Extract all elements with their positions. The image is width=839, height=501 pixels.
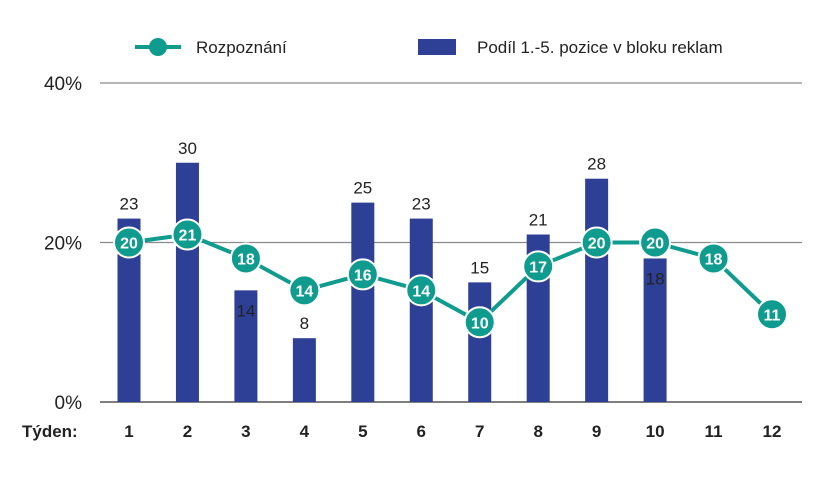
bar [117, 218, 141, 402]
line-point [113, 226, 145, 259]
x-tick-label: 10 [646, 422, 665, 441]
bar [468, 282, 492, 402]
line-series [113, 218, 788, 339]
line-path [128, 232, 774, 325]
x-tick-label: 11 [705, 422, 723, 441]
bar-value-label: 18 [646, 269, 665, 288]
axes: 0%20%40%Týden: 1 2 3 4 5 6 7 8 9 10 11 12 [22, 74, 781, 441]
line-point-label: 14 [412, 283, 430, 300]
data-labels: 20 21 18 14 16 14 10 17 20 20 18 11 23 30 14 8 25 23 15 21 2… [120, 139, 781, 333]
legend-label-line: Rozpoznání [196, 38, 287, 57]
x-axis-label: Týden: [22, 422, 78, 441]
line-point [463, 306, 496, 339]
legend-line-marker [149, 38, 167, 56]
line-point [288, 274, 321, 307]
bar [351, 202, 375, 402]
line-point-label: 14 [295, 283, 313, 300]
x-tick-label: 5 [358, 422, 367, 441]
line-point-label: 20 [120, 236, 138, 253]
line-point [171, 218, 204, 251]
gridlines [100, 82, 802, 403]
line-point-label: 20 [646, 236, 664, 253]
bar-value-label: 14 [236, 301, 255, 320]
bar [585, 178, 609, 402]
x-tick-label: 9 [592, 422, 601, 441]
x-tick-label: 12 [763, 422, 782, 441]
line-point [580, 226, 613, 259]
x-tick-label: 8 [533, 422, 542, 441]
bar-value-label: 21 [529, 211, 548, 230]
line-point [756, 298, 788, 331]
legend-bar-swatch [418, 39, 456, 55]
line-point [697, 242, 730, 275]
bar [643, 258, 667, 402]
legend-label-bar: Podíl 1.-5. pozice v bloku reklam [477, 38, 723, 57]
y-tick-label: 40% [44, 74, 82, 95]
line-point-label: 17 [529, 259, 547, 276]
line-point [639, 226, 672, 259]
bar-value-label: 28 [587, 155, 606, 174]
bar [409, 218, 433, 402]
line-point-label: 21 [179, 228, 197, 245]
y-tick-label: 20% [44, 234, 82, 255]
bar-value-label: 30 [178, 139, 197, 158]
line-point-label: 11 [764, 307, 781, 324]
line-point [229, 242, 262, 275]
line-point-label: 18 [705, 251, 723, 268]
y-tick-label: 0% [55, 393, 83, 414]
x-tick-label: 7 [475, 422, 484, 441]
bar-value-label: 23 [120, 195, 139, 214]
line-point [522, 250, 555, 283]
x-tick-label: 3 [241, 422, 250, 441]
x-tick-label: 6 [417, 422, 426, 441]
x-tick-label: 4 [300, 422, 310, 441]
bar [234, 290, 258, 402]
bar-value-label: 15 [470, 258, 489, 277]
bar [175, 162, 199, 402]
bar [292, 338, 316, 402]
line-point-label: 20 [588, 236, 606, 253]
line-point-label: 16 [354, 267, 372, 284]
bar-value-label: 25 [353, 179, 372, 198]
legend: Rozpoznání Podíl 1.-5. pozice v bloku re… [135, 38, 723, 57]
line-point [346, 258, 379, 291]
bar-value-label: 8 [300, 314, 309, 333]
bar-value-label: 23 [412, 195, 431, 214]
x-tick-label: 1 [124, 422, 133, 441]
line-point [405, 274, 438, 307]
line-point-label: 18 [237, 251, 255, 268]
line-point-label: 10 [471, 315, 489, 332]
x-tick-label: 2 [183, 422, 192, 441]
